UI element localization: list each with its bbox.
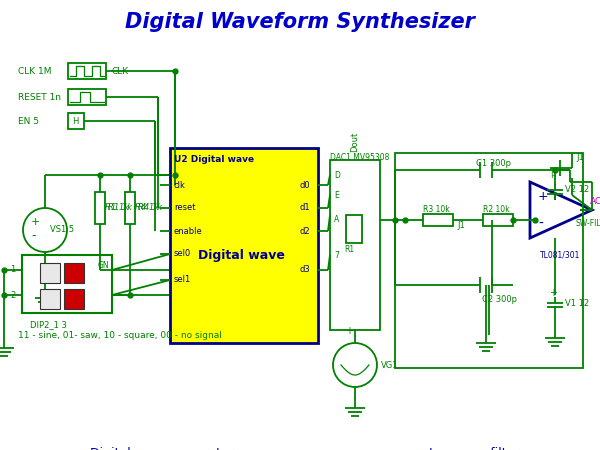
Text: EN 5: EN 5 <box>18 117 39 126</box>
Bar <box>330 160 380 330</box>
Text: 2: 2 <box>10 291 15 300</box>
Text: C2 300p: C2 300p <box>482 294 517 303</box>
Bar <box>423 214 453 226</box>
Text: J1: J1 <box>576 153 584 162</box>
Text: reset: reset <box>174 203 196 212</box>
Text: Low pass filter
SPICE subcircuit: Low pass filter SPICE subcircuit <box>424 446 524 450</box>
Text: d3: d3 <box>300 266 311 274</box>
Text: R2 10k: R2 10k <box>483 204 509 213</box>
Text: H: H <box>72 117 79 126</box>
Text: I-: I- <box>550 171 556 180</box>
Text: CLK 1M: CLK 1M <box>18 68 52 76</box>
Text: 1: 1 <box>10 266 15 274</box>
Text: d2: d2 <box>300 226 311 235</box>
Text: Dout: Dout <box>350 132 359 152</box>
Text: TL081/301: TL081/301 <box>540 251 580 260</box>
Text: A: A <box>334 216 339 225</box>
Text: R1: R1 <box>344 246 354 255</box>
Text: DAC1 MV95308: DAC1 MV95308 <box>330 153 389 162</box>
Text: -: - <box>31 230 35 243</box>
Text: -: - <box>538 217 543 231</box>
Text: C1 300p: C1 300p <box>476 158 511 167</box>
Text: E: E <box>334 190 339 199</box>
Text: Digital wave: Digital wave <box>198 248 285 261</box>
Text: R3 10k: R3 10k <box>423 204 450 213</box>
Bar <box>395 153 583 368</box>
Text: 7: 7 <box>334 251 339 260</box>
Text: clk: clk <box>174 180 186 189</box>
Text: CLK: CLK <box>112 67 129 76</box>
Text: J1: J1 <box>457 221 465 230</box>
Text: U2 Digital wave: U2 Digital wave <box>174 156 254 165</box>
Text: R1 1k: R1 1k <box>108 203 132 212</box>
Text: R4 1k: R4 1k <box>138 203 162 212</box>
Text: V2 12: V2 12 <box>565 185 589 194</box>
Text: AOut: AOut <box>590 198 600 207</box>
Text: Digital wave generator
VHDL subcircuit: Digital wave generator VHDL subcircuit <box>90 446 234 450</box>
Bar <box>95 192 105 224</box>
Bar <box>68 63 106 79</box>
Text: DIP2_1 3: DIP2_1 3 <box>30 320 67 329</box>
Text: Digital Waveform Synthesizer: Digital Waveform Synthesizer <box>125 12 475 32</box>
Text: +: + <box>549 288 557 298</box>
Bar <box>64 289 84 309</box>
Text: +: + <box>345 326 353 336</box>
Text: d1: d1 <box>300 203 311 212</box>
Bar <box>170 148 318 343</box>
Bar <box>40 263 60 283</box>
Bar <box>346 215 362 243</box>
Text: SW-FILT: SW-FILT <box>575 220 600 229</box>
Bar <box>22 255 112 313</box>
Text: sel0: sel0 <box>174 249 191 258</box>
Text: +: + <box>538 189 548 202</box>
Text: enable: enable <box>174 226 203 235</box>
Text: R1 1k: R1 1k <box>105 203 129 212</box>
Bar <box>40 289 60 309</box>
Text: D: D <box>334 171 340 180</box>
Text: sel1: sel1 <box>174 275 191 284</box>
Text: R4 1k: R4 1k <box>135 203 159 212</box>
Text: 11 - sine, 01- saw, 10 - square, 00 - no signal: 11 - sine, 01- saw, 10 - square, 00 - no… <box>18 330 222 339</box>
Bar <box>68 89 106 105</box>
Text: GN: GN <box>98 261 110 270</box>
Text: +: + <box>31 217 40 227</box>
Text: RESET 1n: RESET 1n <box>18 94 61 103</box>
Text: V1 12: V1 12 <box>565 298 589 307</box>
Bar <box>125 192 135 224</box>
Text: d0: d0 <box>300 180 311 189</box>
Bar <box>483 214 513 226</box>
Bar <box>64 263 84 283</box>
Text: VS1 5: VS1 5 <box>50 225 74 234</box>
Bar <box>68 113 84 129</box>
Text: VG1: VG1 <box>381 360 398 369</box>
